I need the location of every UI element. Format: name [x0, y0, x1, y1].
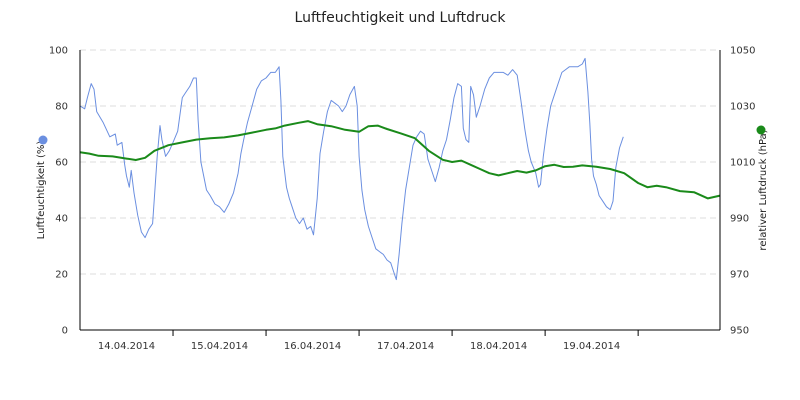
humidity-series-line: [79, 57, 624, 281]
y-left-tick-label: 0: [62, 326, 68, 337]
pressure-legend-dot: [756, 125, 766, 135]
x-tick-label: 14.04.2014: [98, 341, 155, 352]
y-left-tick-label: 60: [55, 158, 68, 169]
pressure-series-line: [79, 120, 721, 200]
x-tick-label: 16.04.2014: [284, 341, 341, 352]
chart-title: Luftfeuchtigkeit und Luftdruck: [295, 10, 507, 26]
y-right-tick-label: 1030: [730, 102, 755, 113]
series-layer: [79, 57, 721, 281]
y-axis-left-title: Luftfeuchtigkeit (%): [36, 141, 47, 240]
y-left-tick-label: 100: [49, 46, 68, 57]
x-tick-label: 15.04.2014: [191, 341, 248, 352]
axis-layer: 0 20 40 60 80 100 950 970 990 1010 1030 1050 14.04.2…: [49, 46, 756, 353]
y-right-tick-label: 970: [730, 270, 749, 281]
x-tick-label: 19.04.2014: [563, 341, 620, 352]
grid-layer: [80, 49, 720, 275]
y-right-tick-label: 1050: [730, 46, 755, 57]
humidity-legend-dot: [38, 135, 48, 145]
y-right-tick-label: 990: [730, 214, 749, 225]
x-tick-label: 18.04.2014: [470, 341, 527, 352]
y-right-tick-label: 950: [730, 326, 749, 337]
y-axis-right-title: relativer Luftdruck (hPa): [758, 129, 769, 250]
y-left-tick-label: 40: [55, 214, 68, 225]
x-tick-label: 17.04.2014: [377, 341, 434, 352]
y-right-tick-label: 1010: [730, 158, 755, 169]
y-left-tick-label: 20: [55, 270, 68, 281]
y-left-tick-label: 80: [55, 102, 68, 113]
